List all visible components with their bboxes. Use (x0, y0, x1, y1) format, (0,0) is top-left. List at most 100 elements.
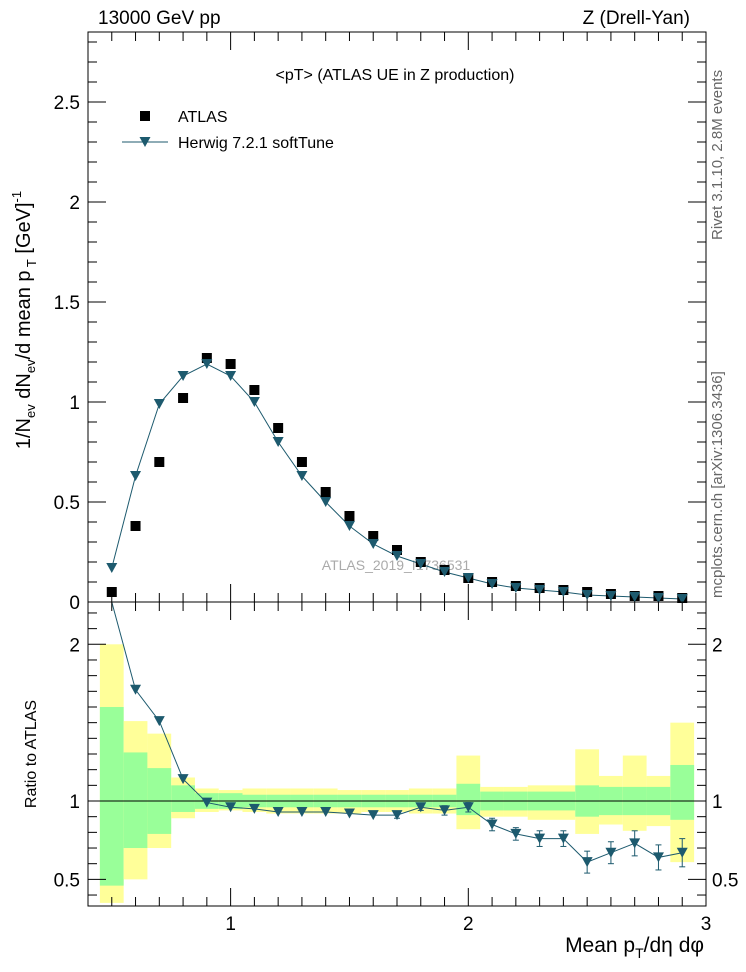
ratio-point (629, 838, 641, 849)
herwig-point (153, 399, 165, 409)
herwig-point (557, 587, 569, 597)
ratio-y-tick-label-right: 0.5 (712, 870, 738, 891)
herwig-point (177, 371, 189, 381)
main-y-tick-label: 2.5 (54, 93, 80, 114)
herwig-point (296, 471, 308, 481)
ratio-point (676, 847, 688, 858)
ratio-y-axis: 0.5 0.5 1 1 2 2 (54, 612, 738, 896)
ratio-y-axis-label: Ratio to ATLAS (23, 700, 40, 808)
ratio-point (177, 774, 189, 785)
ratio-point (605, 847, 617, 858)
ratio-y-tick-label: 2 (69, 635, 80, 656)
atlas-point (130, 521, 141, 531)
ratio-y-tick-label-right: 2 (712, 635, 723, 656)
atlas-point (178, 393, 189, 403)
watermark: ATLAS_2019_I1736531 (322, 557, 471, 573)
herwig-point (248, 397, 260, 407)
ratio-point (248, 803, 260, 814)
x-tick-label: 2 (463, 914, 474, 935)
ratio-panel: 0.5 0.5 1 1 2 2 1 2 3 Ratio to ATLAS Mean pT/dη… (23, 601, 738, 961)
atlas-point (320, 487, 331, 497)
ratio-point (510, 828, 522, 839)
ratio-x-axis: 1 2 3 (111, 602, 712, 935)
legend-herwig-label: Herwig 7.2.1 softTune (178, 135, 334, 152)
atlas-point (392, 545, 402, 555)
herwig-point (652, 593, 664, 603)
main-y-tick-label: 0.5 (54, 493, 80, 514)
ratio-point (130, 684, 142, 695)
atlas-point (154, 457, 165, 467)
ratio-y-tick-label: 1 (69, 792, 80, 813)
ratio-point (534, 833, 546, 844)
atlas-point (368, 531, 379, 541)
main-y-axis-label: 1/Nev dNev/d mean p T [GeV]-1 (9, 191, 39, 449)
main-y-tick-label: 1.5 (54, 293, 80, 314)
ratio-band-inner (670, 764, 695, 820)
legend: ATLAS Herwig 7.2.1 softTune (122, 109, 334, 152)
legend-atlas-label: ATLAS (178, 109, 228, 126)
herwig-point (676, 594, 688, 604)
herwig-point (439, 567, 451, 577)
herwig-point (225, 371, 237, 381)
ratio-point (439, 805, 451, 816)
herwig-point (581, 590, 593, 600)
ratio-point (557, 833, 569, 844)
main-y-tick-label: 2 (69, 193, 80, 214)
x-tick-label: 1 (225, 914, 236, 935)
atlas-point (106, 587, 117, 597)
herwig-point (320, 497, 332, 507)
x-axis-label: Mean pT/dη dφ (565, 934, 704, 961)
herwig-point (343, 521, 355, 531)
rivet-label: Rivet 3.1.10, 2.8M events (709, 70, 726, 240)
ratio-point (296, 806, 308, 817)
ratio-point (415, 802, 427, 813)
ratio-point (462, 802, 474, 813)
ratio-band-inner (456, 783, 481, 816)
main-y-tick-label: 0 (69, 593, 80, 614)
main-series (106, 353, 688, 604)
herwig-point (534, 585, 546, 595)
ratio-band-inner (99, 706, 124, 886)
ratio-point (153, 716, 165, 727)
ratio-point (581, 857, 593, 868)
main-y-tick-label: 1 (69, 393, 80, 414)
herwig-point (605, 591, 617, 601)
herwig-point (391, 551, 403, 561)
atlas-point (296, 457, 307, 467)
herwig-point (510, 583, 522, 593)
herwig-point (415, 559, 427, 569)
ratio-point (367, 810, 379, 821)
herwig-point (201, 359, 213, 369)
ratio-series (111, 601, 688, 874)
ratio-frame (87, 601, 707, 907)
header-right: Z (Drell-Yan) (583, 8, 690, 29)
ratio-bands (99, 644, 695, 903)
herwig-point (272, 437, 284, 447)
main-y-axis: 0 0.5 1 1.5 2 2.5 (54, 41, 706, 614)
legend-herwig-marker (139, 137, 151, 147)
ratio-band-inner (123, 752, 148, 849)
ratio-point (272, 806, 284, 817)
herwig-point (106, 563, 118, 573)
x-tick-label: 3 (701, 914, 712, 935)
herwig-point (130, 471, 142, 481)
herwig-point (367, 539, 379, 549)
ratio-point (652, 852, 664, 863)
main-title: <pT> (ATLAS UE in Z production) (276, 67, 515, 84)
ratio-point (225, 802, 237, 813)
ratio-point (320, 806, 332, 817)
main-panel: <pT> (ATLAS UE in Z production) 0 0.5 1 1.5… (9, 31, 707, 614)
legend-atlas-marker (140, 111, 150, 121)
ratio-point (391, 810, 403, 821)
atlas-point (344, 511, 355, 521)
ratio-point (343, 808, 355, 819)
atlas-point (201, 353, 212, 363)
header-left: 13000 GeV pp (98, 8, 221, 29)
mcplots-label: mcplots.cern.ch [arXiv:1306.3436] (709, 371, 726, 598)
atlas-point (273, 423, 284, 433)
ratio-band-inner (171, 785, 195, 812)
ratio-y-tick-label-right: 1 (712, 792, 723, 813)
ratio-point (486, 819, 498, 830)
herwig-point (462, 573, 474, 583)
